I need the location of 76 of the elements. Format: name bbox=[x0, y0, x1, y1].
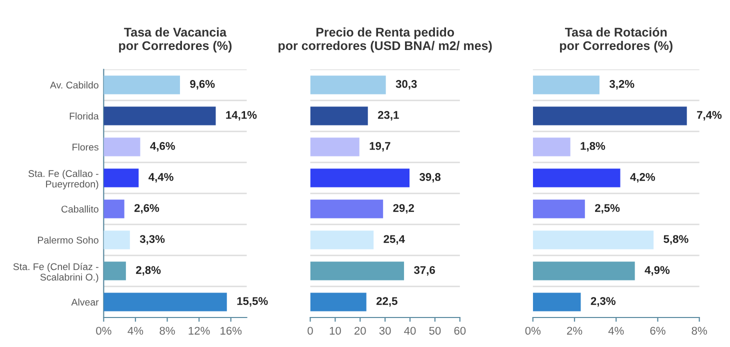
bar bbox=[104, 76, 180, 94]
x-tick-label: 0% bbox=[96, 326, 112, 335]
data-label: 15,5% bbox=[237, 297, 268, 307]
x-tick-label: 60 bbox=[454, 326, 466, 335]
data-label: 23,1 bbox=[378, 111, 399, 121]
data-label: 39,8 bbox=[419, 173, 441, 183]
x-tick-label: 50 bbox=[429, 326, 441, 335]
bar bbox=[532, 200, 585, 218]
bar bbox=[310, 168, 410, 188]
y-tick-label: Alvear bbox=[71, 298, 99, 306]
bar bbox=[104, 168, 139, 188]
data-label: 2,3% bbox=[590, 297, 616, 307]
data-label: 3,2% bbox=[609, 80, 634, 90]
bar bbox=[104, 200, 124, 218]
x-tick-label: 0 bbox=[308, 326, 313, 335]
bar bbox=[532, 138, 570, 156]
bar bbox=[104, 230, 130, 250]
x-tick-label: 8% bbox=[160, 326, 175, 335]
bar bbox=[532, 292, 581, 312]
data-label: 37,6 bbox=[414, 266, 435, 276]
y-tick-label: Palermo Soho bbox=[38, 236, 98, 244]
chart-title: Precio de Renta pedido por corredores (USD BNA/ m2/ mes) bbox=[278, 27, 492, 53]
bar bbox=[104, 262, 126, 280]
data-label: 4,6% bbox=[150, 142, 175, 152]
x-tick-label: 2% bbox=[567, 326, 582, 335]
y-tick-label: Sta. Fe (Callao - Pueyrredon) bbox=[28, 170, 98, 190]
data-label: 30,3 bbox=[396, 80, 417, 90]
bar bbox=[310, 230, 374, 250]
x-tick-label: 4% bbox=[608, 326, 624, 335]
bar bbox=[310, 200, 384, 218]
x-tick-label: 0% bbox=[525, 326, 541, 335]
x-tick-label: 4% bbox=[128, 326, 144, 335]
bar bbox=[310, 76, 386, 94]
x-tick-label: 8% bbox=[692, 326, 707, 335]
x-tick-label: 6% bbox=[650, 326, 666, 335]
bar bbox=[532, 262, 635, 280]
x-tick-label: 40 bbox=[404, 326, 416, 335]
data-label: 2,5% bbox=[595, 204, 620, 214]
data-label: 3,3% bbox=[140, 235, 165, 245]
bar bbox=[104, 138, 140, 156]
data-label: 7,4% bbox=[697, 111, 722, 121]
bar bbox=[310, 106, 368, 126]
data-label: 1,8% bbox=[580, 142, 606, 152]
data-label: 4,2% bbox=[630, 173, 656, 183]
y-tick-label: Caballito bbox=[61, 205, 98, 213]
data-label: 22,5 bbox=[376, 297, 398, 307]
y-tick-label: Flores bbox=[72, 143, 98, 151]
data-label: 19,7 bbox=[370, 142, 390, 152]
bar bbox=[532, 76, 600, 94]
chart-title: Tasa de Rotación por Corredores (%) bbox=[560, 27, 672, 53]
bar bbox=[532, 230, 654, 250]
chart-title: Tasa de Vacancia por Corredores (%) bbox=[119, 27, 232, 53]
bar bbox=[104, 106, 216, 126]
bar bbox=[310, 262, 404, 280]
x-tick-label: 16% bbox=[220, 326, 242, 335]
data-label: 4,4% bbox=[148, 173, 174, 183]
data-label: 4,9% bbox=[644, 266, 670, 276]
y-tick-label: Florida bbox=[70, 112, 99, 120]
data-label: 25,4 bbox=[384, 235, 405, 245]
bar bbox=[532, 168, 620, 188]
bar bbox=[104, 292, 227, 312]
data-label: 14,1% bbox=[226, 111, 257, 121]
x-tick-label: 12% bbox=[188, 326, 210, 335]
x-tick-label: 30 bbox=[379, 326, 391, 335]
x-tick-label: 20 bbox=[354, 326, 366, 335]
data-label: 5,8% bbox=[664, 235, 688, 245]
bar bbox=[532, 106, 687, 126]
bar bbox=[310, 292, 366, 312]
y-tick-label: Av. Cabildo bbox=[50, 81, 98, 89]
data-label: 2,8% bbox=[136, 266, 161, 276]
data-label: 2,6% bbox=[134, 204, 160, 214]
bar bbox=[310, 138, 360, 156]
data-label: 9,6% bbox=[190, 80, 215, 90]
y-tick-label: Sta. Fe (Cnel Díaz - Scalabrini O.) bbox=[13, 262, 98, 283]
x-tick-label: 10 bbox=[330, 326, 341, 335]
data-label: 29,2 bbox=[393, 204, 414, 214]
